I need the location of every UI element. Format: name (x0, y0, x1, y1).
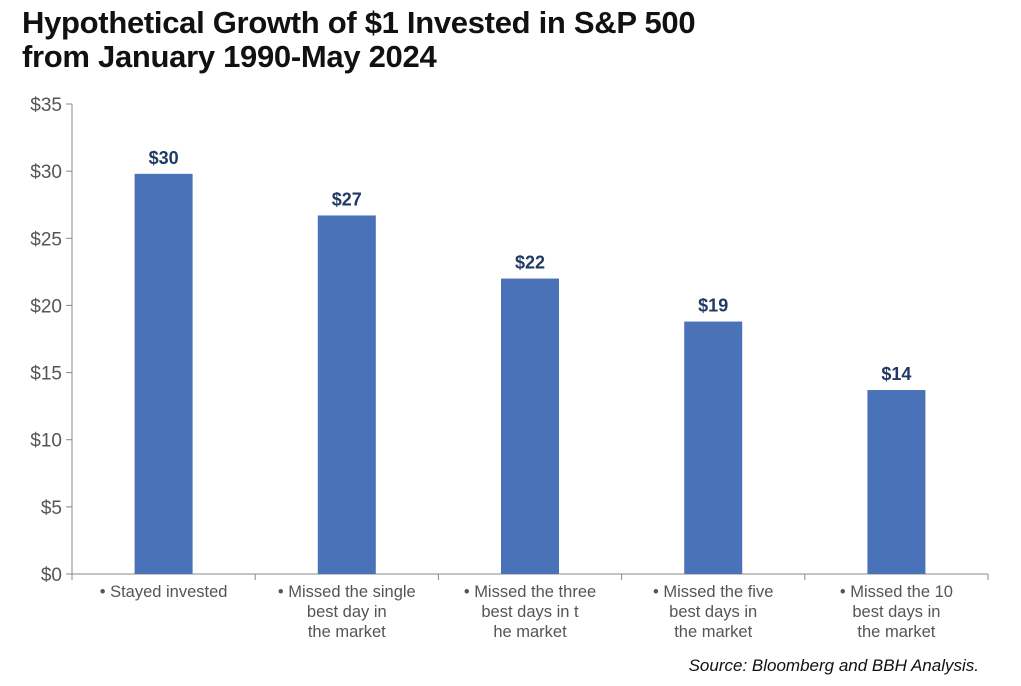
data-label: $27 (332, 189, 362, 209)
bar (684, 321, 743, 574)
y-tick-label: $5 (41, 498, 62, 519)
chart-title-line-1: Hypothetical Growth of $1 Invested in S&… (22, 5, 696, 40)
x-tick-label: best days in (669, 603, 757, 621)
x-tick-label: the market (857, 623, 935, 641)
x-tick-label: the market (308, 623, 386, 641)
chart-title-line-2: from January 1990-May 2024 (22, 39, 437, 74)
data-label: $14 (881, 364, 911, 384)
data-label: $30 (149, 148, 179, 168)
bar (501, 278, 559, 574)
chart-title: Hypothetical Growth of $1 Invested in S&… (22, 5, 696, 74)
y-tick-label: $20 (30, 296, 62, 317)
x-tick-label: best days in (852, 603, 940, 621)
bar (317, 215, 376, 574)
x-tick-label: best day in (307, 603, 387, 621)
y-tick-label: $10 (30, 431, 62, 452)
x-tick-label: • Stayed invested (100, 583, 228, 601)
x-tick-label: • Missed the single (278, 583, 416, 601)
y-tick-label: $30 (30, 162, 62, 183)
data-label: $19 (698, 296, 728, 316)
x-tick-label: • Missed the five (653, 583, 773, 601)
x-tick-label: the market (674, 623, 752, 641)
y-tick-label: $25 (30, 229, 62, 250)
bar (134, 173, 193, 575)
x-tick-label: best days in t (481, 603, 579, 621)
y-tick-label: $0 (41, 565, 62, 586)
data-label: $22 (515, 253, 545, 273)
source-note: Source: Bloomberg and BBH Analysis. (688, 656, 979, 675)
bar (867, 390, 926, 574)
y-tick-label: $35 (30, 95, 62, 116)
x-tick-label: he market (493, 623, 567, 641)
x-tick-label: • Missed the 10 (840, 583, 953, 601)
y-tick-label: $15 (30, 364, 62, 385)
x-tick-label: • Missed the three (464, 583, 596, 601)
